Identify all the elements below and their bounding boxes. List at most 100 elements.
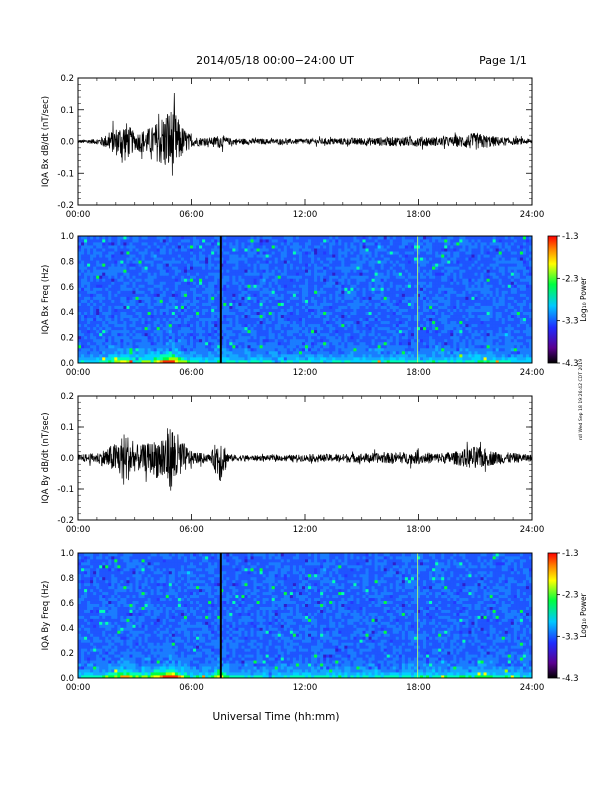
spectrogram-cell [177, 290, 182, 294]
spectrogram-cell [274, 245, 279, 249]
spectrogram-cell [208, 308, 212, 312]
spectrogram-cell [301, 245, 306, 249]
spectrogram-cell [90, 260, 94, 264]
spectrogram-cell [413, 302, 418, 306]
spectrogram-cell [383, 251, 388, 255]
spectrogram-cell [138, 296, 142, 300]
spectrogram-cell [165, 251, 170, 255]
spectrogram-cell [320, 332, 324, 337]
spectrogram-cell [347, 284, 351, 288]
spectrogram-cell [156, 287, 161, 291]
spectrogram-cell [99, 257, 103, 261]
spectrogram-cell [244, 239, 248, 243]
spectrogram-cell [371, 353, 376, 358]
spectrogram-cell [150, 278, 155, 282]
spectrogram-cell [256, 329, 260, 334]
spectrogram-cell [338, 338, 342, 343]
spectrogram-cell [247, 335, 251, 340]
spectrogram-cell [211, 329, 215, 334]
spectrogram-cell [374, 311, 379, 316]
spectrogram-cell [162, 284, 167, 288]
spectrogram-cell [135, 329, 139, 334]
spectrogram-cell [147, 353, 152, 358]
spectrogram-cell [298, 284, 303, 288]
spectrogram-cell [87, 311, 91, 316]
spectrogram-cell [262, 326, 267, 331]
spectrogram-cell [277, 269, 282, 273]
spectrogram-cell [311, 281, 315, 285]
spectrogram-cell [108, 275, 112, 279]
spectrogram-cell [280, 350, 285, 355]
spectrogram-cell [153, 359, 158, 364]
spectrogram-cell [232, 308, 236, 312]
spectrogram-cell [114, 293, 118, 297]
spectrogram-cell [87, 356, 91, 361]
spectrogram-cell [253, 290, 257, 294]
spectrogram-cell [186, 314, 191, 319]
spectrogram-cell [305, 263, 309, 267]
spectrogram-cell [108, 251, 112, 255]
spectrogram-cell [374, 329, 379, 334]
spectrogram-cell [395, 329, 400, 334]
spectrogram-cell [171, 275, 176, 279]
spectrogram-cell [280, 356, 285, 361]
spectrogram-cell [232, 263, 236, 267]
spectrogram-cell [193, 278, 197, 282]
spectrogram-cell [368, 272, 372, 276]
spectrogram-cell [347, 347, 351, 352]
spectrogram-cell [298, 359, 303, 364]
spectrogram-cell [174, 254, 179, 258]
spectrogram-cell [377, 236, 382, 240]
spectrogram-cell [398, 320, 403, 325]
spectrogram-cell [138, 278, 142, 282]
spectrogram-cell [183, 272, 188, 276]
spectrogram-cell [292, 263, 297, 267]
spectrogram-cell [199, 359, 203, 364]
spectrogram-cell [377, 239, 382, 243]
spectrogram-cell [120, 293, 124, 297]
spectrogram-cell [108, 248, 112, 252]
spectrogram-cell [196, 281, 200, 285]
spectrogram-cell [153, 293, 158, 297]
spectrogram-cell [353, 335, 357, 340]
spectrogram-cell [120, 251, 124, 255]
spectrogram-cell [102, 290, 106, 294]
spectrogram-cell [186, 338, 191, 343]
spectrogram-cell [174, 359, 179, 364]
spectrogram-cell [289, 284, 294, 288]
spectrogram-cell [305, 308, 309, 312]
spectrogram-cell [386, 350, 391, 355]
spectrogram-cell [223, 281, 227, 285]
spectrogram-cell [383, 296, 388, 300]
spectrogram-cell [332, 287, 336, 291]
spectrogram-cell [208, 254, 212, 258]
spectrogram-cell [247, 284, 251, 288]
spectrogram-cell [314, 266, 318, 270]
spectrogram-cell [292, 305, 297, 309]
spectrogram-cell [308, 251, 312, 255]
spectrogram-cell [180, 314, 185, 319]
spectrogram-cell [368, 296, 372, 300]
spectrogram-cell [404, 290, 409, 294]
spectrogram-cell [253, 299, 257, 303]
spectrogram-cell [256, 299, 260, 303]
spectrogram-cell [208, 350, 212, 355]
spectrogram-cell [265, 290, 270, 294]
spectrogram-cell [220, 290, 224, 294]
spectrogram-cell [317, 284, 321, 288]
spectrogram-cell [256, 317, 260, 322]
spectrogram-cell [232, 242, 236, 246]
spectrogram-cell [380, 308, 385, 312]
spectrogram-cell [295, 260, 300, 264]
spectrogram-cell [298, 323, 303, 328]
spectrogram-cell [205, 245, 209, 249]
spectrogram-cell [186, 308, 191, 312]
spectrogram-cell [235, 335, 239, 340]
spectrogram-cell [241, 284, 245, 288]
spectrogram-cell [102, 284, 106, 288]
spectrogram-cell [265, 275, 270, 279]
spectrogram-cell [359, 242, 363, 246]
spectrogram-cell [365, 308, 369, 312]
spectrogram-cell [226, 236, 230, 240]
spectrogram-cell [208, 326, 212, 331]
